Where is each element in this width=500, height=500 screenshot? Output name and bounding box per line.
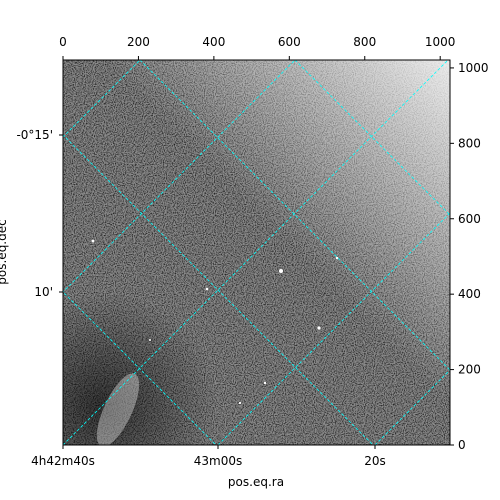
y-tick-label: 600 (458, 212, 481, 226)
plot-frame (62, 59, 451, 446)
dec-tick-label: 10' (34, 285, 53, 299)
x-tick-label: 0 (59, 35, 67, 49)
dec-tick-label: -0°15' (16, 128, 53, 142)
ra-grid-line (63, 60, 449, 445)
ra-tick-label: 20s (364, 454, 386, 468)
y-tick-label: 400 (458, 287, 481, 301)
ra-grid-line (217, 212, 450, 445)
ra-tick-label: 4h42m40s (31, 454, 95, 468)
y-tick-label: 200 (458, 363, 481, 377)
dec-grid-line (139, 60, 450, 371)
x-tick-label: 800 (353, 35, 376, 49)
ra-grid-line (63, 60, 296, 293)
ra-tick-label: 43m00s (194, 454, 242, 468)
y-tick-label: 0 (458, 438, 466, 452)
sky-image (63, 60, 450, 445)
y-tick-label: 800 (458, 136, 481, 150)
dec-grid-line (294, 60, 450, 216)
dec-grid-line (63, 134, 374, 445)
x-tick-label: 200 (127, 35, 150, 49)
x-tick-label: 600 (278, 35, 301, 49)
x-axis-label: pos.eq.ra (228, 475, 284, 489)
ra-grid-line (374, 369, 450, 445)
x-tick-label: 1000 (425, 35, 456, 49)
x-tick-label: 400 (202, 35, 225, 49)
y-tick-label: 1000 (458, 61, 489, 75)
y-axis-label: pos.eq.dec (0, 219, 9, 284)
